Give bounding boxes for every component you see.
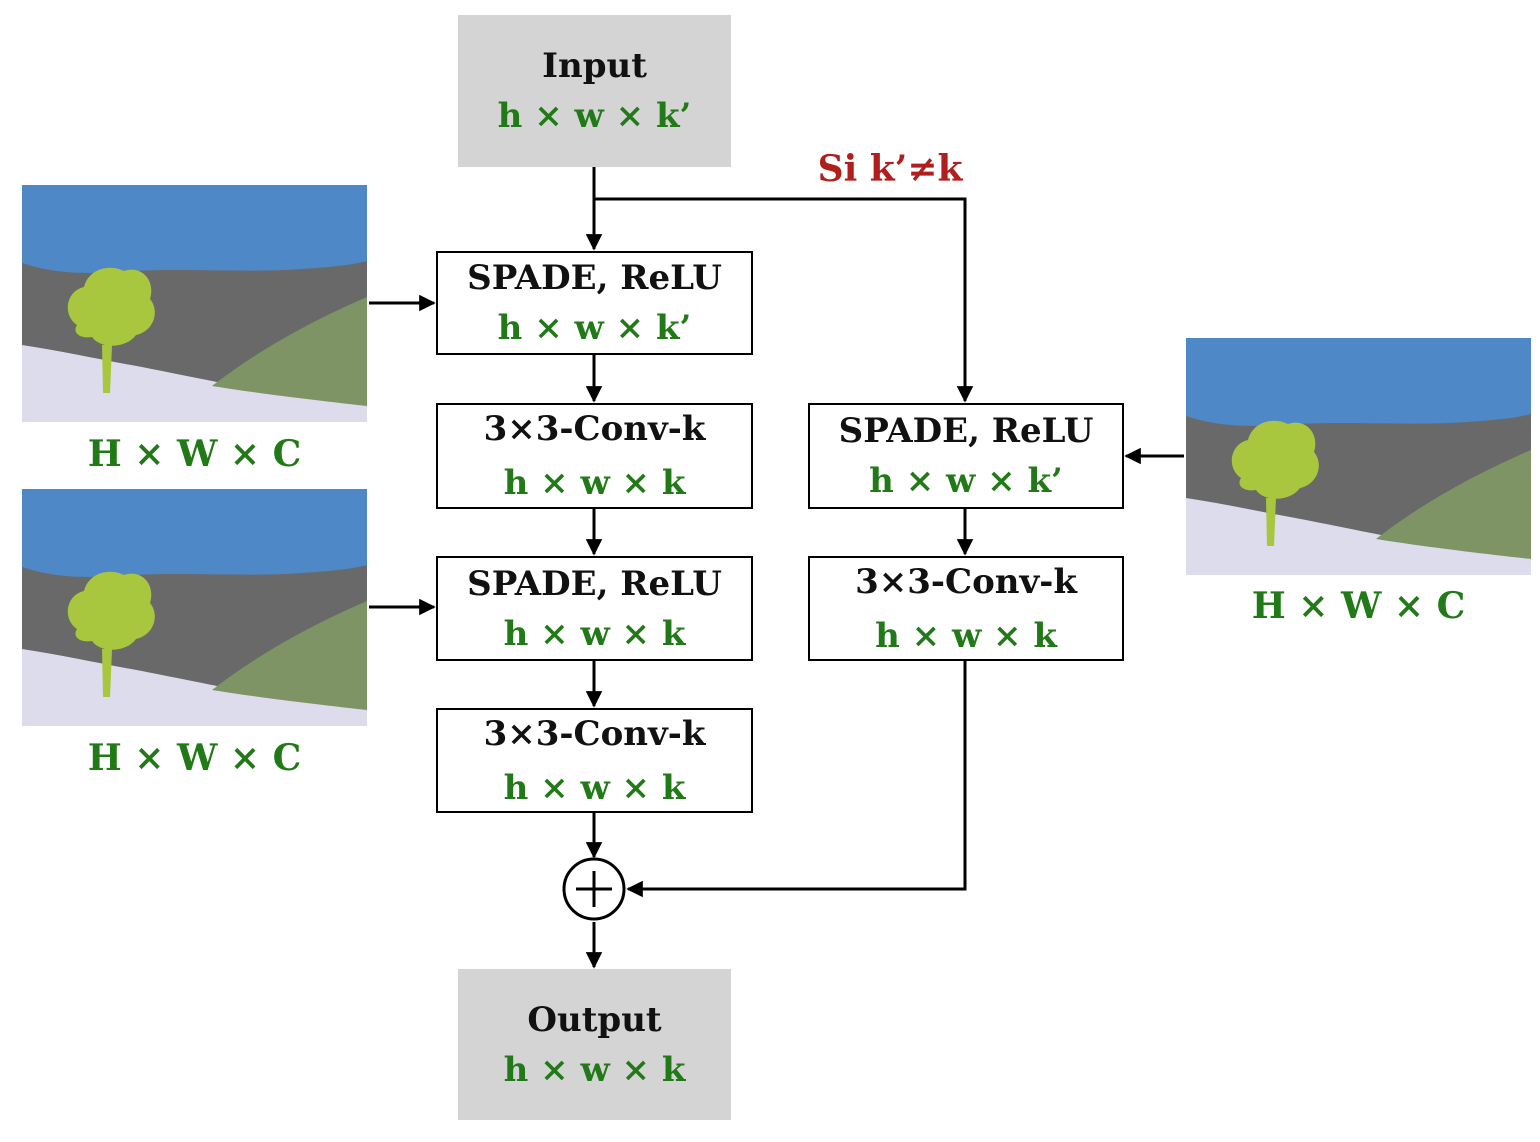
segmap-image-3 <box>1186 338 1531 575</box>
condition-label: Si k’≠k <box>817 148 963 190</box>
main-block-3-title: SPADE, ReLU <box>467 563 722 604</box>
shortcut-spade-relu: SPADE, ReLU h × w × k’ <box>808 403 1124 509</box>
input-box: Input h × w × k’ <box>458 15 731 167</box>
output-box: Output h × w × k <box>458 969 731 1120</box>
sum-node <box>562 857 626 921</box>
input-dims: h × w × k’ <box>497 96 692 136</box>
shortcut-block-1-dims: h × w × k’ <box>869 461 1063 501</box>
main-block-4-dims: h × w × k <box>503 767 686 808</box>
shortcut-conv: 3×3-Conv-k h × w × k <box>808 556 1124 661</box>
main-conv-2: 3×3-Conv-k h × w × k <box>436 708 753 813</box>
main-block-4-title: 3×3-Conv-k <box>483 713 706 754</box>
main-block-2-dims: h × w × k <box>503 463 686 503</box>
shortcut-to-sum-arrow <box>626 661 967 898</box>
shortcut-block-1-title: SPADE, ReLU <box>838 411 1094 451</box>
main-block-3-dims: h × w × k <box>503 613 686 654</box>
output-title: Output <box>527 999 662 1040</box>
output-dims: h × w × k <box>503 1049 686 1090</box>
segmap-image-1 <box>22 185 367 422</box>
main-block-1-dims: h × w × k’ <box>497 308 692 348</box>
main-block-1-title: SPADE, ReLU <box>467 258 722 298</box>
shortcut-block-2-title: 3×3-Conv-k <box>855 561 1077 602</box>
segmap-1-caption: H × W × C <box>87 433 302 475</box>
segmap-3-caption: H × W × C <box>1251 585 1466 627</box>
main-spade-relu-2: SPADE, ReLU h × w × k <box>436 556 753 661</box>
main-spade-relu-1: SPADE, ReLU h × w × k’ <box>436 251 753 355</box>
shortcut-block-2-dims: h × w × k <box>875 615 1057 656</box>
segmap-image-2 <box>22 489 367 726</box>
main-conv-1: 3×3-Conv-k h × w × k <box>436 403 753 509</box>
main-block-2-title: 3×3-Conv-k <box>483 409 706 449</box>
shortcut-branch-arrow <box>594 197 974 403</box>
input-title: Input <box>542 46 647 86</box>
segmap-2-caption: H × W × C <box>87 737 302 779</box>
